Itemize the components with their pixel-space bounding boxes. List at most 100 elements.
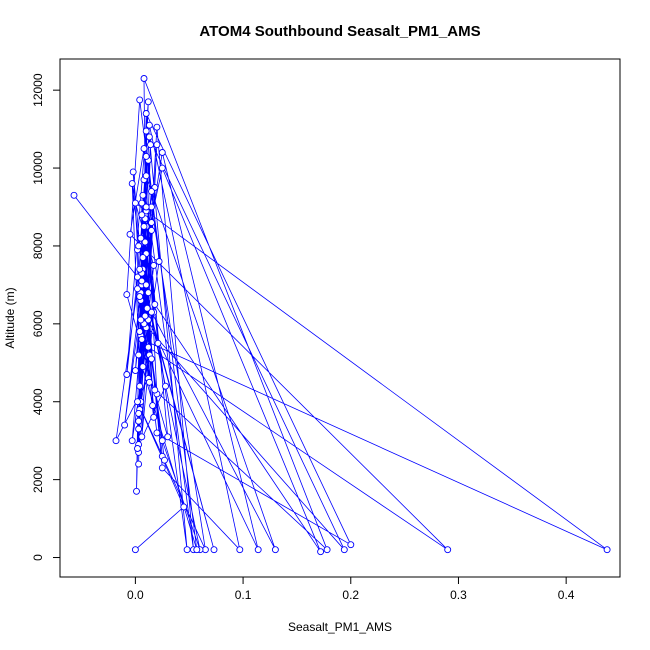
data-point [148,308,155,316]
data-point [136,96,144,104]
data-point [123,371,131,378]
data-point [135,417,143,425]
data-point [139,254,147,262]
data-point [140,145,148,153]
data-point [149,402,157,410]
data-point [150,413,158,421]
data-point [143,304,151,312]
data-point [347,541,355,549]
data-point [134,273,141,281]
data-point [148,219,155,227]
data-point [148,187,155,195]
data-point [138,211,146,219]
data-point [141,312,149,320]
data-point [323,546,331,554]
data-point [317,548,325,556]
data-point [193,546,201,554]
data-point [136,293,144,301]
data-point [136,265,144,273]
data-point [161,456,168,464]
data-point [153,429,161,437]
data-point [142,281,150,289]
y-tick-label: 6000 [31,310,45,337]
data-point [112,437,120,445]
data-point [158,149,166,156]
data-point [180,503,188,511]
x-axis: 0.0 0.1 0.2 0.3 0.4 [127,576,575,602]
data-point [145,378,153,386]
data-point [142,127,150,135]
data-point [136,328,144,336]
data-point [129,168,137,176]
data-point [145,121,153,129]
x-tick-label: 0.4 [558,588,575,602]
series-layer [70,75,611,556]
data-point [137,234,145,242]
data-point [254,546,262,554]
data-point [138,433,146,441]
data-point [137,316,145,324]
y-tick-label: 12000 [31,73,45,107]
data-point [148,226,155,234]
data-point [144,289,152,297]
y-axis: 0 2000 4000 6000 8000 10000 12000 [31,73,61,561]
data-point [144,343,152,351]
data-point [154,339,162,347]
data-point [128,180,136,188]
data-point [210,546,218,554]
data-point [148,355,155,363]
x-axis-label: Seasalt_PM1_AMS [288,620,392,634]
data-point [123,291,131,299]
data-point [131,546,139,554]
data-point [134,285,141,293]
data-point [140,75,148,82]
y-tick-label: 2000 [31,466,45,493]
data-point [158,464,166,472]
data-point [141,238,149,246]
x-tick-label: 0.3 [450,588,467,602]
data-point [135,242,143,250]
x-tick-label: 0.2 [342,588,359,602]
data-point [140,223,148,230]
data-point [603,546,611,554]
chart-title: ATOM4 Southbound Seasalt_PM1_AMS [199,23,480,40]
data-point [135,409,143,417]
data-point [139,363,147,371]
y-tick-label: 10000 [31,151,45,185]
data-point [138,277,146,285]
y-tick-label: 8000 [31,232,45,259]
data-point [153,141,161,149]
data-point [133,487,140,495]
data-point [183,546,191,554]
data-point [142,110,150,117]
data-point [131,199,139,207]
data-point [70,191,78,199]
data-point [134,445,141,452]
y-tick-label: 4000 [31,388,45,415]
data-point [340,546,348,554]
y-axis-label: Altitude (m) [3,287,17,348]
data-point [236,546,244,554]
data-point [144,98,152,106]
data-point [151,386,159,394]
data-point [151,300,159,308]
data-point [135,351,143,359]
data-point [135,460,143,468]
x-tick-label: 0.1 [235,588,252,602]
data-point [136,382,144,390]
data-point [162,382,169,390]
data-point [139,191,147,199]
data-point [134,398,141,406]
data-point [131,367,139,375]
data-point [121,421,129,429]
data-point [145,133,153,141]
data-point [142,203,150,211]
data-point [126,230,134,238]
data-point [164,433,172,441]
data-point [128,437,136,445]
data-point [142,172,150,180]
x-tick-label: 0.0 [127,588,144,602]
data-point [158,437,166,445]
data-point [155,258,163,265]
